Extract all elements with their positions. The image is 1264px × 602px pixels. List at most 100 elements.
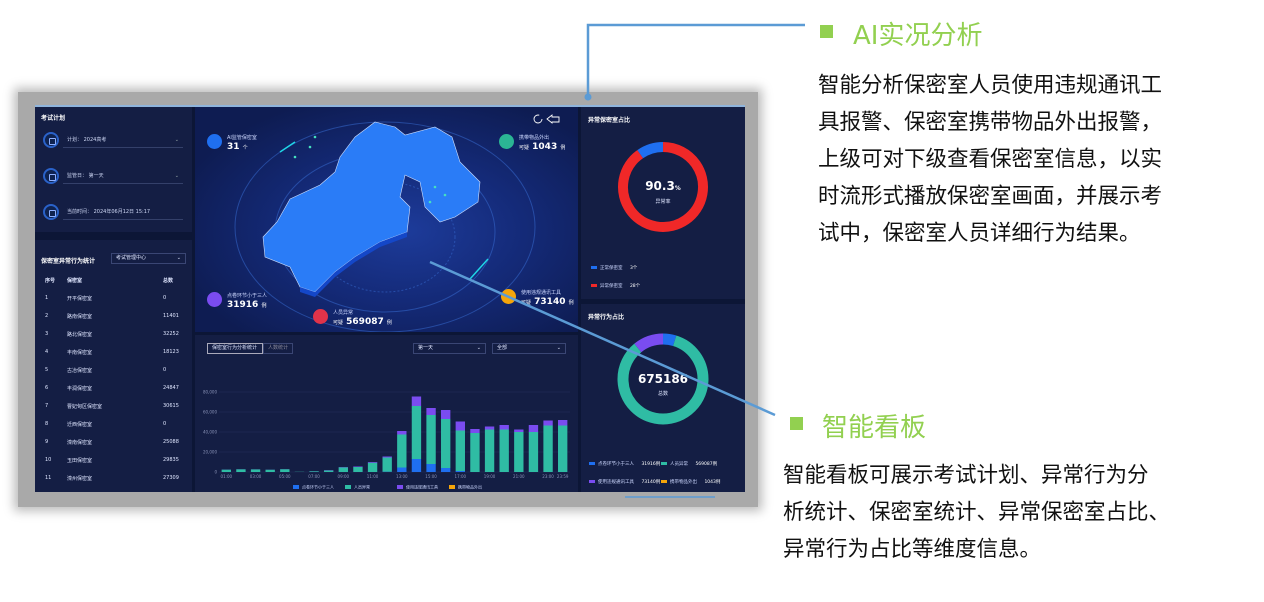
bar-segment: [411, 459, 422, 472]
day-select-value: 第一天: [418, 345, 434, 351]
day-select[interactable]: 监管日： 第一天 ⌄: [63, 170, 183, 184]
bar-segment: [353, 467, 363, 472]
table-row[interactable]: 6 丰润保密室 24847: [35, 385, 192, 397]
bar-segment: [499, 429, 509, 472]
org-select[interactable]: 考试管理中心 ⌄: [111, 253, 186, 264]
table-row[interactable]: 2 路南保密室 11401: [35, 313, 192, 325]
table-row[interactable]: 11 滦州保密室 27309: [35, 475, 192, 487]
room-name: 曹妃甸区保密室: [67, 404, 103, 410]
row-index: 11: [45, 475, 52, 481]
bar-segment: [455, 471, 465, 472]
legend-swatch: [397, 485, 403, 489]
row-total: 25088: [163, 439, 179, 445]
bar-segment: [455, 430, 465, 471]
type-select[interactable]: 全部 ⌄: [492, 343, 566, 354]
board-description-line: 异常行为占比等维度信息。: [783, 537, 1042, 562]
legend-swatch: [589, 480, 595, 483]
callout-dot: [584, 93, 592, 101]
bar-segment: [397, 467, 407, 472]
column-header: 保密室: [67, 278, 83, 284]
y-tick-label: 80,000: [203, 390, 217, 395]
date-icon: [43, 168, 59, 184]
ai-description-line: 上级可对下级查看保密室信息，以实: [818, 147, 1163, 172]
bar-segment: [309, 471, 319, 472]
bar-segment: [528, 425, 539, 432]
stat-unit: 例: [560, 145, 566, 151]
stat-bag: 携带物品外出 可疑 1043 例: [499, 134, 579, 156]
room-name: 丰润保密室: [67, 386, 93, 392]
bar-segment: [338, 467, 348, 472]
current-time: 当前时间： 2024年06月12日 15:17: [63, 206, 183, 220]
refresh-icon[interactable]: [533, 114, 543, 124]
abnormal-behavior-title: 异常行为占比: [588, 314, 625, 321]
tab-behavior-analysis[interactable]: 保密室行为分析统计: [207, 343, 263, 354]
x-tick-label: 17:00: [455, 474, 467, 479]
table-row[interactable]: 5 古冶保密室 0: [35, 367, 192, 379]
bar-segment: [411, 406, 422, 459]
table-row[interactable]: 10 玉田保密室 29835: [35, 457, 192, 469]
y-tick-label: 60,000: [203, 410, 217, 415]
bar-segment: [324, 470, 334, 472]
back-icon[interactable]: [546, 114, 560, 124]
exam-plan-panel: 考试计划 计划： 2024高考 ⌄ 监管日： 第一天 ⌄ 当前时间： 2024年06…: [35, 107, 192, 232]
legend-label: 使用违规通讯工具: [598, 480, 634, 485]
stat-people: 点卷环节小于三人 31916 例: [207, 292, 287, 314]
room-stats-table: 序号 保密室 总数 1 开平保密室 0 2 路南保密室 11401 3 路北保密室 32252 4 丰南保…: [35, 273, 192, 492]
x-tick-label: 23:59: [557, 474, 569, 479]
table-row[interactable]: 1 开平保密室 0: [35, 295, 192, 307]
legend-swatch: [591, 284, 597, 287]
bar-segment: [470, 429, 480, 433]
y-tick-label: 20,000: [203, 450, 217, 455]
legend-value: 31916例: [641, 462, 661, 467]
day-select[interactable]: 第一天 ⌄: [413, 343, 486, 354]
row-index: 2: [45, 313, 49, 319]
map-graphic: [234, 114, 560, 332]
chevron-down-icon: ⌄: [174, 137, 179, 143]
map-panel: AI监管保密室 31 个携带物品外出 可疑 1043 例点卷环节小于三人 3191…: [195, 107, 578, 332]
legend-item: 人员异常 569087例: [661, 461, 717, 467]
bar-segment: [514, 429, 524, 432]
chevron-down-icon: ⌄: [556, 345, 561, 351]
map-edge: [300, 232, 407, 297]
bar-segment: [558, 420, 568, 426]
table-row[interactable]: 8 迁西保密室 0: [35, 421, 192, 433]
bar-segment: [441, 468, 451, 472]
table-row[interactable]: 7 曹妃甸区保密室 30615: [35, 403, 192, 415]
bar-segment: [250, 469, 261, 472]
abnormal-rate-value: 90.3%: [581, 179, 745, 193]
row-total: 18123: [163, 349, 179, 355]
table-row[interactable]: 3 路北保密室 32252: [35, 331, 192, 343]
x-tick-label: 11:00: [367, 474, 379, 479]
legend-swatch: [661, 480, 667, 483]
table-row[interactable]: 4 丰南保密室 18123: [35, 349, 192, 361]
rate-unit: %: [674, 185, 681, 192]
room-name: 玉田保密室: [67, 458, 93, 464]
org-value: 考试管理中心: [116, 255, 147, 261]
bar-segment: [426, 408, 436, 415]
ai-analysis-heading: AI实况分析: [853, 21, 983, 51]
legend-item: 携带物品外出 1043例: [661, 479, 720, 485]
stat-label: 使用违规通讯工具: [521, 290, 562, 296]
bar-segment: [441, 410, 451, 419]
x-tick-label: 13:00: [396, 474, 408, 479]
bullet-square-icon: [820, 25, 833, 38]
bar-segment: [426, 464, 436, 472]
y-tick-label: 40,000: [203, 430, 217, 435]
callout-line-board: [429, 260, 776, 417]
room-name: 滦南保密室: [67, 440, 93, 446]
plan-select[interactable]: 计划： 2024高考 ⌄: [63, 134, 183, 148]
table-row[interactable]: 9 滦南保密室 25088: [35, 439, 192, 451]
tab-people-count[interactable]: 人数统计: [263, 343, 293, 354]
calendar-icon: [43, 132, 59, 148]
bar-segment: [397, 434, 407, 468]
stat-prefix: 可疑: [333, 320, 344, 326]
row-index: 4: [45, 349, 49, 355]
time-value: 2024年06月12日 15:17: [93, 209, 151, 215]
stat-label: 携带物品外出: [519, 135, 550, 141]
abnormal-room-panel: 异常保密室占比 90.3% 异常率 正常保密室 3个 异常保密室 28个: [581, 107, 745, 299]
bar-segment: [265, 469, 275, 472]
legend-value: 73140例: [641, 480, 661, 485]
legend-label: 点卷环节小于三人: [302, 484, 334, 490]
row-total: 29835: [163, 457, 179, 463]
x-tick-label: 05:00: [279, 474, 291, 479]
